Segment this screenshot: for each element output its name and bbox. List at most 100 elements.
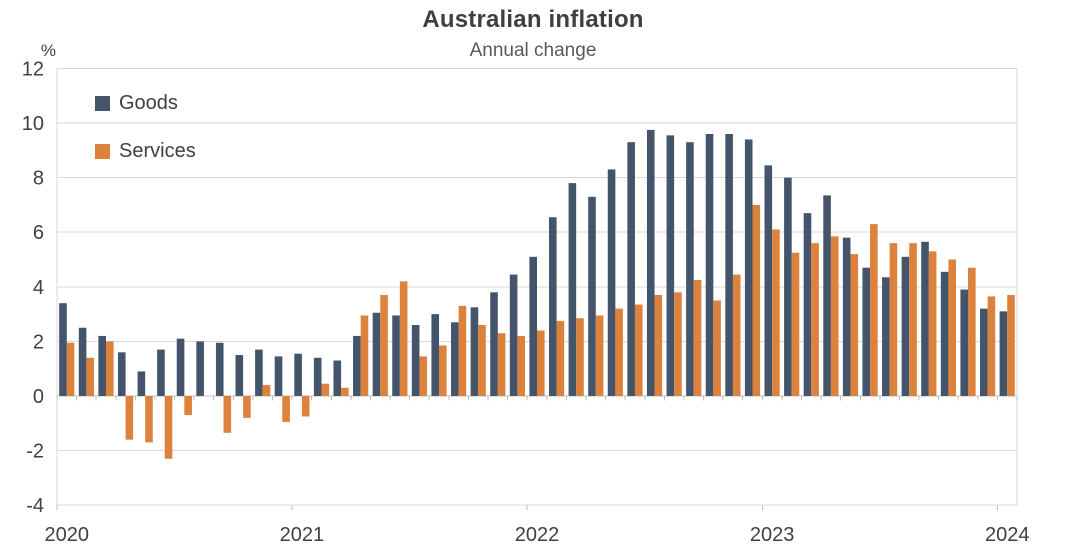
services-legend-label: Services (119, 140, 196, 162)
bar-goods-jan-2022 (529, 256, 537, 396)
bar-goods-sep-2022 (686, 142, 694, 396)
bar-goods-aug-2023 (901, 256, 910, 396)
bar-goods-dec-2021 (509, 274, 518, 396)
y-axis-unit-label: % (41, 41, 56, 60)
bar-services-jun-2021 (399, 281, 408, 396)
bar-services-oct-2021 (478, 325, 486, 396)
bar-services-nov-2020 (262, 385, 271, 396)
bar-services-may-2020 (145, 395, 153, 443)
bar-services-may-2021 (380, 295, 388, 396)
bar-services-jul-2021 (419, 356, 428, 396)
bar-goods-nov-2020 (255, 349, 263, 396)
bar-goods-apr-2023 (823, 195, 831, 396)
bar-goods-apr-2022 (588, 196, 596, 396)
bar-services-jan-2023 (772, 229, 780, 396)
bar-goods-feb-2020 (78, 327, 87, 396)
bar-goods-nov-2023 (960, 289, 969, 396)
bar-goods-aug-2021 (431, 314, 440, 396)
bar-services-jul-2023 (889, 243, 898, 396)
bar-services-oct-2022 (713, 300, 721, 396)
bar-goods-jul-2022 (646, 129, 655, 396)
bar-services-may-2022 (615, 308, 623, 396)
y-tick-label-12: 12 (22, 59, 44, 81)
bar-services-feb-2020 (86, 357, 94, 396)
bar-goods-jan-2023 (764, 165, 773, 396)
bar-goods-jul-2020 (176, 338, 185, 396)
bar-goods-dec-2020 (274, 356, 283, 396)
bar-goods-may-2022 (607, 169, 616, 396)
bar-services-jun-2022 (634, 304, 643, 396)
y-tick-label-0: 0 (33, 386, 44, 408)
x-year-label-2022: 2022 (515, 524, 560, 546)
x-year-label-2023: 2023 (750, 524, 795, 546)
bar-services-sep-2021 (458, 305, 467, 396)
bar-services-aug-2021 (439, 345, 447, 396)
bar-services-dec-2023 (987, 296, 996, 396)
chart-subtitle: Annual change (469, 40, 597, 61)
goods-legend-label: Goods (119, 92, 178, 114)
bar-goods-may-2020 (137, 371, 146, 396)
bar-goods-nov-2021 (490, 292, 498, 396)
bar-goods-feb-2022 (548, 217, 557, 396)
bar-services-jun-2023 (870, 224, 878, 396)
bar-services-nov-2023 (968, 267, 976, 396)
y-tick-label-2: 2 (33, 331, 44, 353)
bar-goods-oct-2023 (940, 271, 949, 396)
bar-goods-aug-2022 (666, 135, 675, 396)
bar-services-apr-2021 (360, 315, 369, 396)
bar-goods-aug-2020 (196, 341, 204, 396)
bar-goods-jul-2021 (411, 325, 420, 396)
bar-goods-jun-2022 (627, 142, 635, 396)
bar-goods-dec-2023 (980, 308, 988, 396)
bar-services-jan-2022 (537, 330, 545, 396)
bar-services-jul-2022 (654, 295, 663, 396)
bar-services-feb-2023 (791, 252, 800, 396)
bar-services-mar-2023 (811, 243, 819, 396)
bar-goods-jun-2021 (392, 315, 400, 396)
bar-goods-feb-2023 (784, 177, 792, 396)
bar-services-jun-2020 (164, 395, 173, 459)
y-tick-label-4: 4 (33, 277, 44, 299)
bar-services-aug-2023 (909, 243, 917, 396)
bar-goods-sep-2021 (451, 322, 459, 396)
y-tick-label-6: 6 (33, 222, 44, 244)
bar-goods-apr-2021 (353, 335, 361, 396)
bar-goods-jun-2023 (862, 267, 871, 396)
bar-services-feb-2022 (556, 320, 565, 396)
y-tick-label--2: -2 (26, 441, 44, 463)
bar-services-oct-2020 (243, 395, 251, 418)
bar-goods-jun-2020 (157, 349, 165, 396)
goods-swatch (95, 95, 110, 111)
services-swatch (95, 143, 110, 159)
legend-item-goods: Goods (95, 92, 196, 114)
bar-services-dec-2021 (517, 335, 526, 396)
bar-goods-jul-2023 (882, 277, 890, 396)
bar-services-apr-2020 (125, 395, 134, 440)
bar-services-sep-2022 (693, 279, 702, 396)
bar-goods-mar-2020 (98, 335, 106, 396)
bar-goods-apr-2020 (117, 352, 126, 396)
bar-goods-oct-2020 (235, 355, 244, 396)
bar-services-dec-2020 (282, 395, 290, 422)
bar-goods-nov-2022 (725, 133, 733, 396)
bar-goods-sep-2023 (921, 241, 929, 396)
y-tick-label-10: 10 (22, 113, 44, 135)
bar-services-apr-2023 (830, 236, 839, 396)
bar-services-nov-2021 (497, 333, 506, 396)
bar-goods-may-2023 (842, 237, 851, 396)
y-tick-label-8: 8 (33, 168, 44, 190)
legend-item-services: Services (95, 140, 196, 162)
bar-services-sep-2023 (928, 251, 937, 396)
bar-goods-oct-2022 (705, 133, 714, 396)
bar-goods-jan-2024 (999, 311, 1008, 396)
bar-goods-mar-2022 (568, 183, 577, 396)
bar-goods-mar-2023 (803, 213, 812, 396)
bar-goods-mar-2021 (333, 360, 342, 396)
bar-goods-oct-2021 (470, 307, 479, 396)
bar-goods-may-2021 (372, 312, 381, 396)
bar-services-mar-2022 (576, 318, 584, 396)
bar-goods-jan-2020 (59, 303, 67, 396)
bar-services-aug-2022 (674, 292, 682, 396)
bar-services-jan-2024 (1007, 295, 1015, 396)
